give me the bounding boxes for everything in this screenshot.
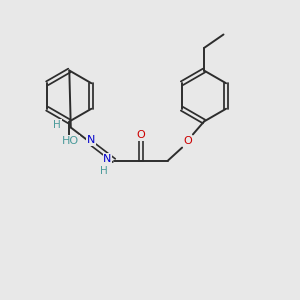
Text: O: O <box>136 130 146 140</box>
Text: N: N <box>87 135 95 146</box>
Text: H: H <box>53 119 61 130</box>
Text: N: N <box>103 154 112 164</box>
Text: H: H <box>100 166 107 176</box>
Text: HO: HO <box>62 136 80 146</box>
Text: O: O <box>183 136 192 146</box>
